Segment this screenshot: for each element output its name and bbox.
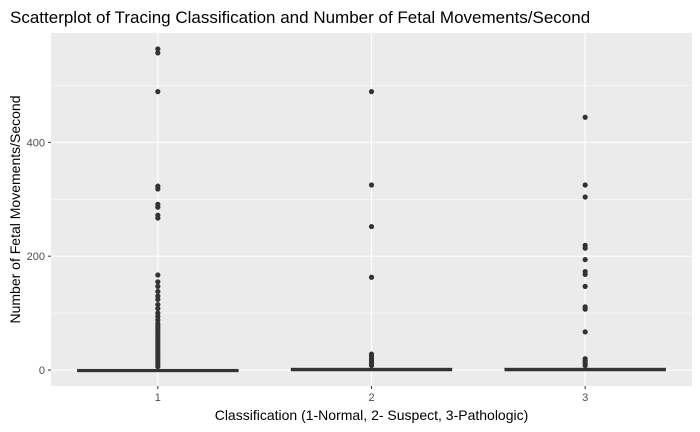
data-point [155, 279, 161, 285]
axes: 0 200 400 1 2 3 [27, 137, 589, 404]
data-point [582, 362, 588, 369]
data-points [155, 46, 588, 370]
data-point [155, 364, 161, 370]
y-tick-label: 400 [27, 137, 45, 149]
data-point [368, 89, 375, 95]
data-point [582, 257, 588, 263]
x-tick-label: 2 [368, 392, 374, 404]
data-point [582, 245, 588, 251]
chart-title: Scatterplot of Tracing Classification an… [10, 8, 591, 27]
data-point [155, 50, 161, 56]
data-point [368, 274, 375, 280]
x-tick-label: 1 [155, 392, 161, 404]
data-point [155, 305, 161, 312]
data-point [582, 329, 588, 335]
data-point [155, 283, 161, 289]
data-point [368, 223, 375, 230]
data-point [368, 182, 375, 188]
data-point [155, 46, 161, 52]
data-point [155, 186, 161, 192]
data-point [155, 215, 161, 221]
data-point [582, 182, 588, 188]
data-point [582, 194, 588, 200]
data-point [155, 301, 161, 308]
y-tick-label: 200 [27, 251, 45, 263]
data-point [368, 362, 375, 369]
data-point [582, 306, 588, 312]
x-axis-title: Classification (1-Normal, 2- Suspect, 3-… [215, 407, 529, 423]
data-point [582, 114, 588, 120]
x-tick-label: 3 [582, 392, 588, 404]
y-axis-title: Number of Fetal Movements/Second [7, 96, 23, 324]
y-tick-label: 0 [39, 365, 45, 377]
data-point [582, 283, 588, 289]
data-point [155, 296, 161, 303]
data-point [155, 272, 161, 278]
data-point [155, 204, 161, 210]
data-point [582, 271, 588, 278]
box-series [77, 367, 666, 373]
data-point [155, 288, 161, 295]
data-point [155, 89, 161, 95]
